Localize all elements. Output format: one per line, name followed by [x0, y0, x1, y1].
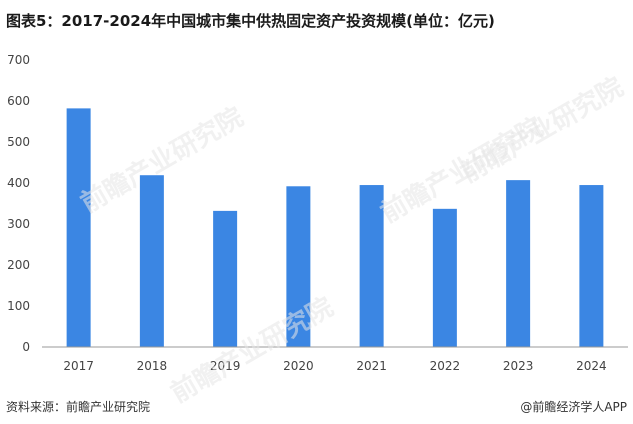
x-tick-label: 2018	[137, 359, 168, 373]
bar-2024	[579, 185, 604, 347]
y-tick-label: 400	[7, 176, 30, 190]
bar-2023	[506, 180, 531, 347]
bar-2020	[286, 186, 311, 347]
x-tick-label: 2019	[210, 359, 241, 373]
x-axis-ticks: 2017 2018 2019 2020 2021 2022 2023 2024	[63, 359, 606, 373]
x-tick-label: 2021	[356, 359, 387, 373]
chart-title: 图表5：2017-2024年中国城市集中供热固定资产投资规模(单位：亿元)	[6, 12, 495, 30]
bar-2019	[213, 210, 238, 347]
bar-2017	[66, 108, 91, 347]
x-tick-label: 2024	[576, 359, 607, 373]
y-tick-label: 600	[7, 94, 30, 108]
bar-2021	[359, 185, 384, 347]
x-tick-label: 2022	[430, 359, 461, 373]
y-axis-ticks: 0 100 200 300 400 500 600 700	[7, 53, 30, 354]
x-tick-label: 2023	[503, 359, 534, 373]
y-tick-label: 300	[7, 217, 30, 231]
source-note: 资料来源：前瞻产业研究院	[6, 400, 151, 414]
credit-note: @前瞻经济学人APP	[520, 400, 627, 414]
x-tick-label: 2017	[63, 359, 94, 373]
y-tick-label: 0	[22, 340, 30, 354]
bar-2018	[139, 175, 164, 347]
y-tick-label: 500	[7, 135, 30, 149]
y-tick-label: 100	[7, 299, 30, 313]
y-tick-label: 200	[7, 258, 30, 272]
y-tick-label: 700	[7, 53, 30, 67]
bars-group	[66, 108, 604, 347]
x-tick-label: 2020	[283, 359, 314, 373]
bar-2022	[432, 208, 457, 347]
